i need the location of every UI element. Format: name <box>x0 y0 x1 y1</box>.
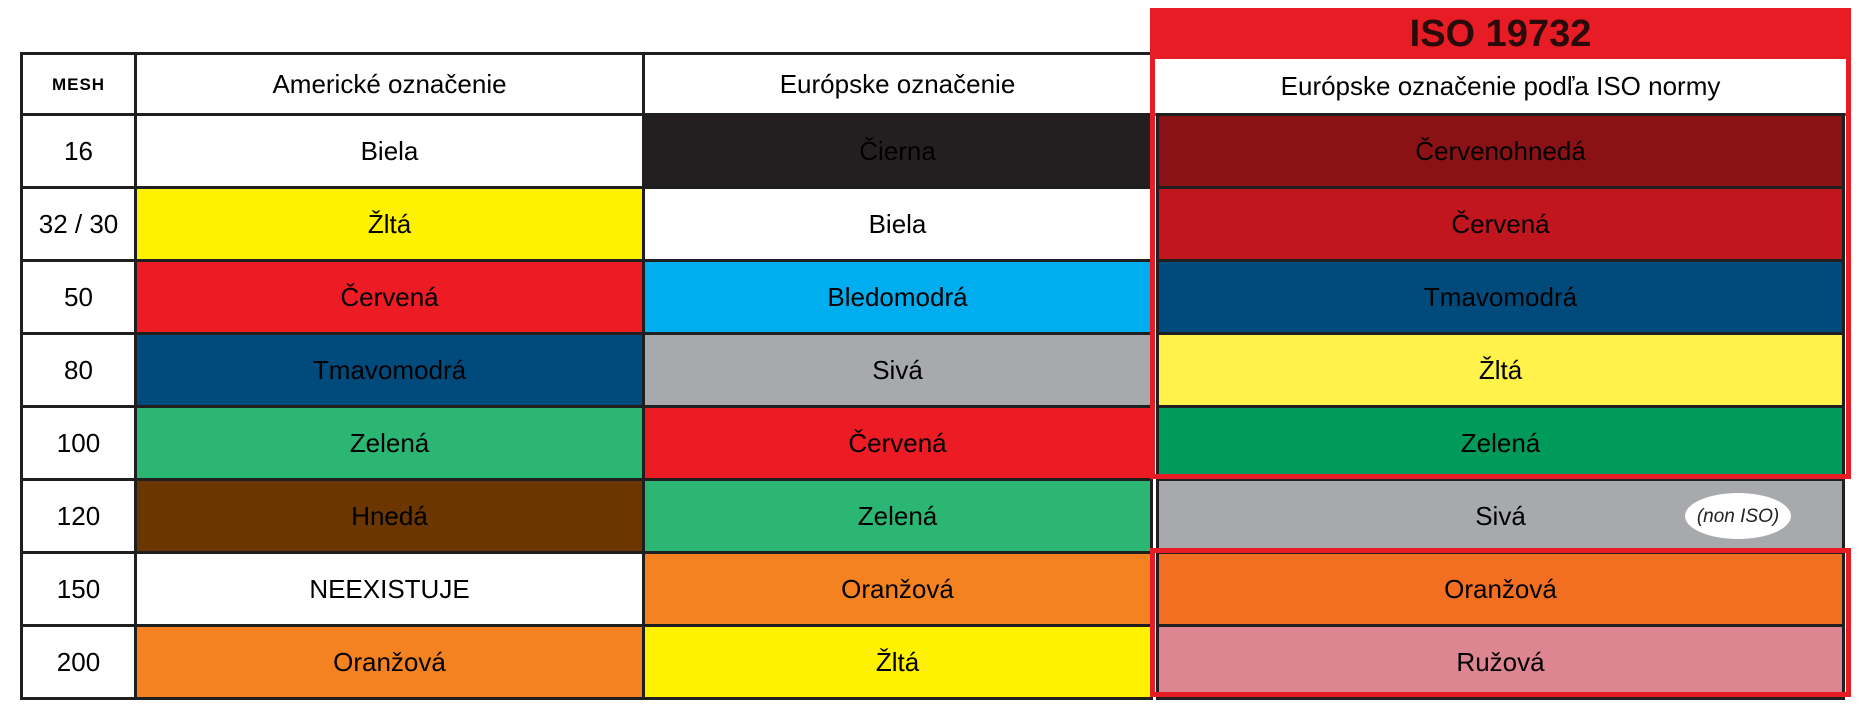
non-iso-badge: (non ISO) <box>1685 493 1791 539</box>
cell-european: Čierna <box>642 113 1153 189</box>
cell-european: Žltá <box>642 624 1153 700</box>
cell-european-label: Biela <box>868 209 927 239</box>
cell-mesh: 120 <box>20 478 137 554</box>
cell-iso: Zelená <box>1156 405 1845 481</box>
cell-european-label: Čierna <box>859 136 936 166</box>
header-european-label: Európske označenie <box>779 69 1016 99</box>
header-american: Americké označenie <box>134 52 645 116</box>
cell-mesh: 32 / 30 <box>20 186 137 262</box>
header-iso: Európske označenie podľa ISO normy <box>1150 56 1851 116</box>
iso-title: ISO 19732 <box>1409 12 1592 55</box>
cell-iso-label: Tmavomodrá <box>1423 282 1578 312</box>
cell-european: Bledomodrá <box>642 259 1153 335</box>
cell-mesh-label: 80 <box>64 355 93 385</box>
cell-european: Biela <box>642 186 1153 262</box>
cell-iso-label: Červená <box>1451 209 1550 239</box>
cell-american-label: Žltá <box>367 209 412 239</box>
cell-iso: Žltá <box>1156 332 1845 408</box>
iso-title-band: ISO 19732 <box>1150 8 1851 60</box>
cell-iso: Sivá (non ISO) <box>1156 478 1845 554</box>
cell-european-label: Bledomodrá <box>827 282 968 312</box>
cell-iso: Červená <box>1156 186 1845 262</box>
cell-american: Červená <box>134 259 645 335</box>
cell-american: Žltá <box>134 186 645 262</box>
cell-american-label: Tmavomodrá <box>312 355 467 385</box>
cell-mesh: 80 <box>20 332 137 408</box>
cell-american-label: Biela <box>360 136 419 166</box>
cell-mesh-label: 200 <box>56 647 101 677</box>
cell-european: Sivá <box>642 332 1153 408</box>
cell-mesh: 16 <box>20 113 137 189</box>
cell-iso: Oranžová <box>1156 551 1845 627</box>
cell-mesh-label: 150 <box>56 574 101 604</box>
cell-mesh: 200 <box>20 624 137 700</box>
cell-american: Tmavomodrá <box>134 332 645 408</box>
cell-mesh: 150 <box>20 551 137 627</box>
cell-european-label: Žltá <box>875 647 920 677</box>
header-mesh: MESH <box>20 52 137 116</box>
cell-mesh: 50 <box>20 259 137 335</box>
cell-iso: Ružová <box>1156 624 1845 700</box>
cell-iso-label: Červenohnedá <box>1415 136 1586 166</box>
cell-european: Zelená <box>642 478 1153 554</box>
header-european: Európske označenie <box>642 52 1153 116</box>
cell-american-label: NEEXISTUJE <box>309 574 470 604</box>
cell-iso: Tmavomodrá <box>1156 259 1845 335</box>
cell-european-label: Červená <box>848 428 947 458</box>
cell-american-label: Hnedá <box>351 501 428 531</box>
cell-mesh-label: 16 <box>64 136 93 166</box>
cell-american: Oranžová <box>134 624 645 700</box>
cell-american-label: Oranžová <box>333 647 446 677</box>
cell-mesh-label: 120 <box>56 501 101 531</box>
cell-iso-label: Zelená <box>1460 428 1541 458</box>
cell-american: NEEXISTUJE <box>134 551 645 627</box>
cell-american: Biela <box>134 113 645 189</box>
cell-mesh-label: 50 <box>64 282 93 312</box>
header-iso-label: Európske označenie podľa ISO normy <box>1280 71 1721 101</box>
cell-mesh-label: 100 <box>56 428 101 458</box>
cell-iso: Červenohnedá <box>1156 113 1845 189</box>
cell-american-label: Červená <box>340 282 439 312</box>
cell-european: Červená <box>642 405 1153 481</box>
header-mesh-label: MESH <box>51 74 106 94</box>
cell-iso-label: Oranžová <box>1444 574 1557 604</box>
cell-mesh-label: 32 / 30 <box>38 209 119 239</box>
cell-american: Zelená <box>134 405 645 481</box>
cell-iso-label: Žltá <box>1478 355 1523 385</box>
cell-american: Hnedá <box>134 478 645 554</box>
cell-european-label: Zelená <box>857 501 938 531</box>
cell-european-label: Oranžová <box>841 574 954 604</box>
header-american-label: Americké označenie <box>272 69 507 99</box>
cell-american-label: Zelená <box>349 428 430 458</box>
cell-iso-label: Ružová <box>1456 647 1545 677</box>
cell-european: Oranžová <box>642 551 1153 627</box>
cell-iso-label: Sivá <box>1475 501 1526 531</box>
cell-mesh: 100 <box>20 405 137 481</box>
cell-european-label: Sivá <box>872 355 923 385</box>
